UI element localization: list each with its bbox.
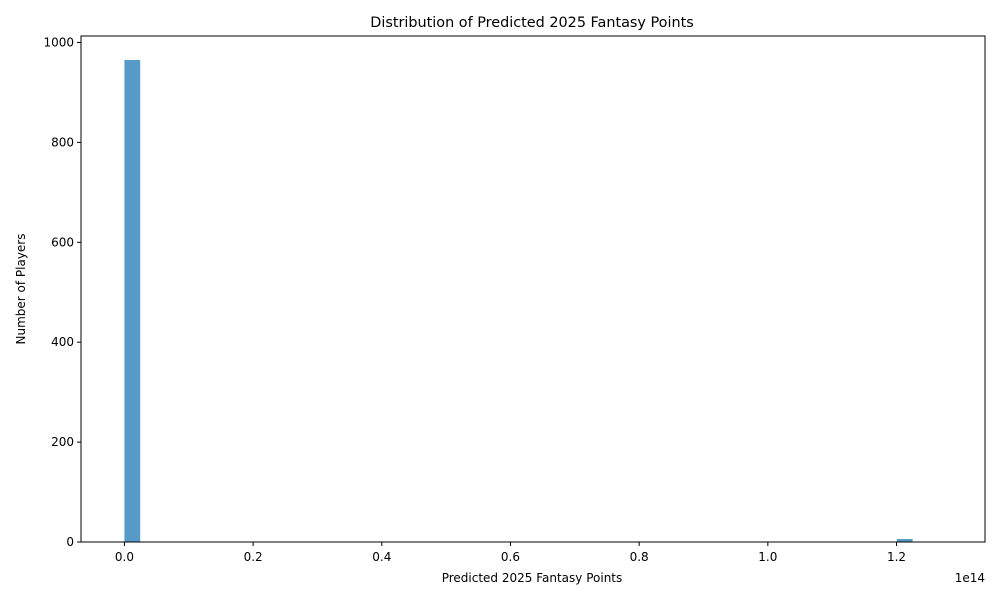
x-tick-label-0: 0.0 [115,550,134,564]
x-tick-label-3: 0.6 [501,550,520,564]
y-axis-label: Number of Players [14,234,28,345]
plot-frame [80,35,986,543]
histogram-bar-1 [896,539,913,542]
x-tick-label-2: 0.4 [372,550,391,564]
x-tick-label-1: 0.2 [244,550,263,564]
histogram-bar-0 [124,59,141,542]
chart-title: Distribution of Predicted 2025 Fantasy P… [370,15,693,31]
y-tick-label-0: 0 [66,535,74,549]
y-tick-label-1: 200 [51,435,74,449]
x-axis-ticks: 0.0 0.2 0.4 0.6 0.8 1.0 1.2 [115,542,906,564]
x-tick-label-4: 0.8 [630,550,649,564]
x-tick-label-6: 1.2 [887,550,906,564]
y-tick-label-2: 400 [51,335,74,349]
x-axis-offset-label: 1e14 [955,571,985,585]
y-axis-ticks: 0 200 400 600 800 1000 [43,35,81,549]
x-tick-label-5: 1.0 [758,550,777,564]
y-tick-label-4: 800 [51,135,74,149]
x-axis-label: Predicted 2025 Fantasy Points [442,571,623,585]
y-tick-label-5: 1000 [43,35,74,49]
bars-group [124,59,913,542]
y-tick-label-3: 600 [51,235,74,249]
